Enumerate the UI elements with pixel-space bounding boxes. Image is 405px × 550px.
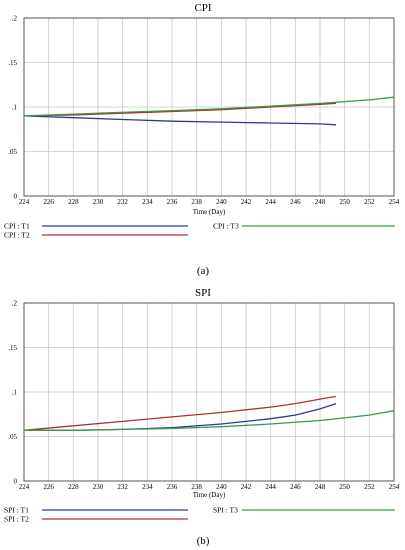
series-line-2: [23, 395, 337, 431]
y-tick-label: .2: [12, 15, 18, 23]
x-tick-label: 254: [389, 198, 400, 206]
x-tick-label: 248: [315, 198, 326, 206]
legend-label: CPI : T3: [213, 222, 239, 231]
x-tick-label: 252: [364, 198, 375, 206]
x-tick-label: 236: [167, 198, 178, 206]
series-lines: [23, 96, 395, 126]
x-tick-label: 230: [93, 198, 104, 206]
x-axis-label: Time (Day): [193, 208, 226, 216]
x-tick-label: 246: [290, 483, 301, 491]
legend-label: SPI : T2: [4, 515, 29, 524]
x-tick-label: 252: [364, 483, 375, 491]
x-tick-label: 228: [68, 198, 79, 206]
x-tick-label: 244: [265, 198, 276, 206]
x-tick-label: 226: [43, 198, 54, 206]
y-tick-label: 0: [14, 478, 18, 486]
x-tick-label: 236: [167, 483, 178, 491]
legend-label: CPI : T2: [4, 231, 30, 240]
y-tick-label: 0: [14, 193, 18, 201]
x-tick-label: 246: [290, 198, 301, 206]
y-tick-label: .15: [8, 344, 17, 352]
grid: [23, 302, 395, 482]
x-tick-label: 242: [241, 198, 252, 206]
series-lines: [23, 395, 395, 431]
legend-label: SPI : T1: [4, 506, 29, 515]
y-tick-label: .2: [12, 300, 18, 308]
x-tick-label: 234: [142, 198, 153, 206]
plot-frame: [23, 302, 395, 482]
x-tick-label: 254: [389, 483, 400, 491]
x-tick-label: 228: [68, 483, 79, 491]
y-tick-label: .1: [12, 104, 18, 112]
x-axis-label: Time (Day): [193, 491, 226, 499]
x-tick-label: 248: [315, 483, 326, 491]
chart-title: SPI: [195, 287, 211, 299]
y-tick-label: .05: [8, 148, 17, 156]
x-axis: 224 226 228 230 232 234 236 238 240 242 244 246 248 2…: [19, 483, 400, 491]
x-tick-label: 224: [19, 483, 30, 491]
x-tick-label: 250: [339, 483, 350, 491]
x-tick-label: 224: [19, 198, 30, 206]
plot-frame: [23, 17, 395, 197]
series-line-3: [23, 96, 395, 117]
y-tick-label: .05: [8, 433, 17, 441]
x-tick-label: 232: [117, 198, 128, 206]
y-axis: 0 .05 .1 .15 .2: [8, 300, 17, 486]
x-tick-label: 226: [43, 483, 54, 491]
x-tick-label: 232: [117, 483, 128, 491]
panel-label: (a): [197, 265, 210, 277]
y-tick-label: .1: [12, 389, 18, 397]
x-tick-label: 230: [93, 483, 104, 491]
x-tick-label: 242: [241, 483, 252, 491]
legend-label: CPI : T1: [4, 222, 30, 231]
x-tick-label: 238: [191, 483, 202, 491]
y-axis: 0 .05 .1 .15 .2: [8, 15, 17, 201]
chart-title: CPI: [194, 2, 211, 14]
legend-label: SPI : T3: [213, 506, 238, 515]
x-tick-label: 244: [265, 483, 276, 491]
series-line-3: [24, 410, 395, 431]
x-tick-label: 250: [339, 198, 350, 206]
x-tick-label: 240: [216, 198, 227, 206]
x-tick-label: 240: [216, 483, 227, 491]
cpi-chart: CPI 0 .05 .1 .15 .2 224 226 228 230 232 234 236 238…: [4, 2, 400, 277]
x-tick-label: 238: [191, 198, 202, 206]
x-tick-label: 234: [142, 483, 153, 491]
x-axis: 224 226 228 230 232 234 236 238 240 242 244 246 248 2…: [19, 198, 400, 206]
grid: [23, 17, 395, 197]
series-line-2: [23, 102, 337, 117]
spi-chart: SPI 0 .05 .1 .15 .2 224 226 228 230 232 234 236 238…: [4, 287, 400, 547]
y-tick-label: .15: [8, 59, 17, 67]
panel-label: (b): [197, 535, 210, 547]
series-line-1: [23, 115, 337, 126]
